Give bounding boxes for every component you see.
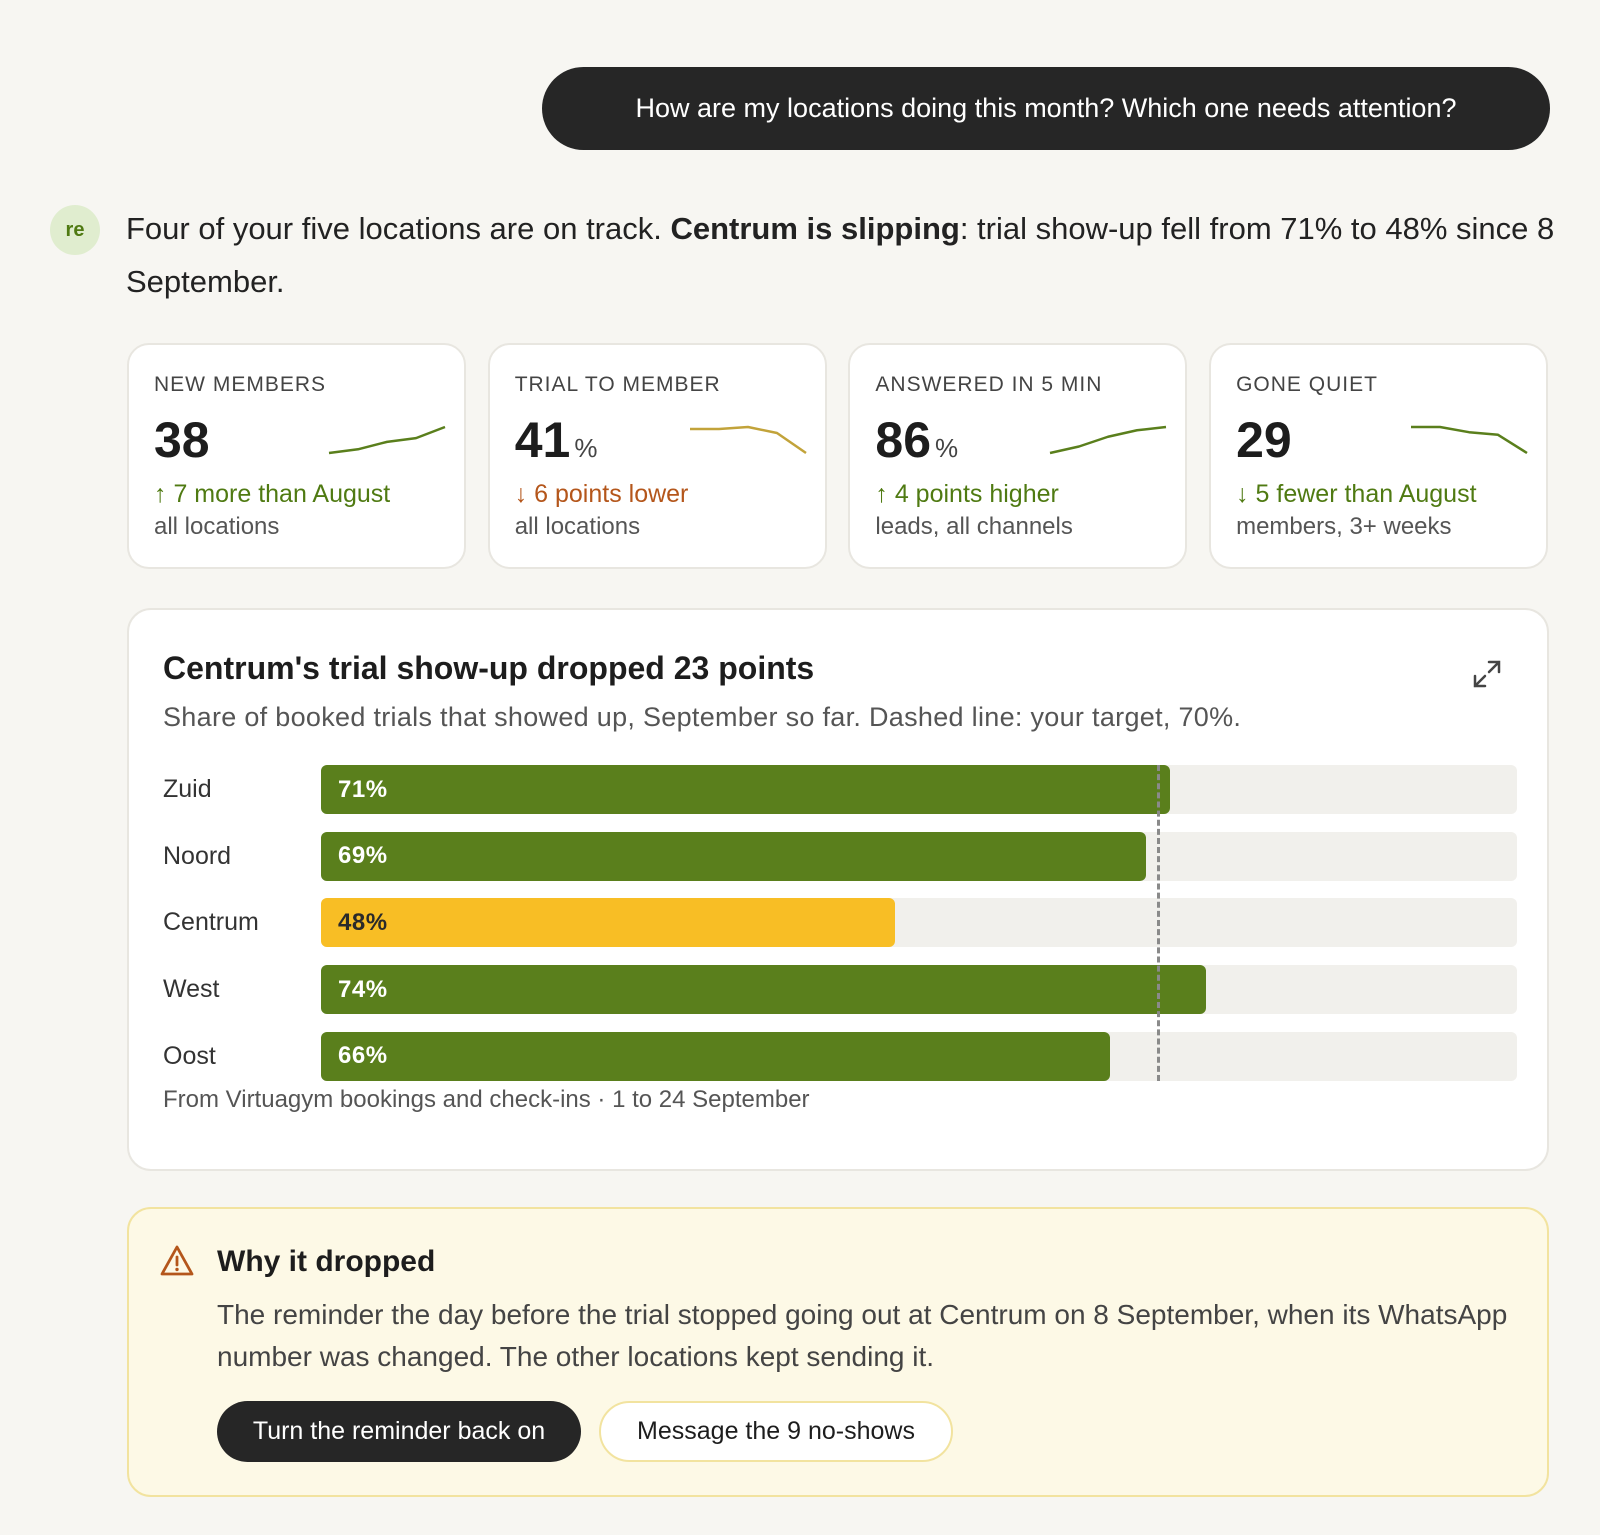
- answer-text: : trial show-up fell from 71% to 48% sin…: [126, 211, 1555, 299]
- bar: 69%: [321, 831, 1147, 881]
- kpi-number: 86: [875, 412, 932, 468]
- sparkline: [328, 425, 446, 455]
- bar-track: 69%: [321, 831, 1517, 881]
- assistant-answer: Four of your five locations are on track…: [126, 202, 1556, 308]
- bar: 74%: [321, 965, 1207, 1015]
- sparkline-line: [328, 425, 446, 455]
- sparkline: [689, 425, 807, 455]
- category-label: Oost: [163, 1041, 216, 1070]
- category-label: Noord: [163, 841, 232, 870]
- answer-text: Four of your five locations are on track…: [126, 211, 671, 246]
- kpi-change: ↓ 5 fewer than August: [1236, 480, 1477, 508]
- value-label: 48%: [338, 908, 388, 936]
- callout: Why it dropped The reminder the day befo…: [127, 1207, 1549, 1497]
- kpi-note: members, 3+ weeks: [1236, 513, 1452, 540]
- kpi-label: ANSWERED IN 5 MIN: [875, 373, 1103, 396]
- user-message: How are my locations doing this month? W…: [542, 67, 1550, 150]
- kpi-value: 86%: [875, 411, 958, 469]
- kpi-note: leads, all channels: [875, 513, 1073, 540]
- kpi-value: 38: [154, 411, 210, 469]
- bar-track: 71%: [321, 765, 1517, 814]
- warning-icon: [160, 1245, 194, 1276]
- sparkline-line: [689, 425, 807, 455]
- expand-icon[interactable]: [1471, 658, 1503, 690]
- primary-button[interactable]: Turn the reminder back on: [217, 1401, 581, 1462]
- kpi-card: TRIAL TO MEMBER 41% ↓ 6 points lower all lo…: [487, 343, 827, 569]
- category-label: West: [163, 975, 220, 1004]
- sparkline: [1411, 425, 1528, 455]
- value-label: 66%: [338, 1042, 388, 1070]
- chart-subtitle: Share of booked trials that showed up, S…: [163, 702, 1242, 732]
- value-label: 74%: [338, 975, 388, 1003]
- assistant-avatar: re: [50, 205, 100, 255]
- kpi-value: 41%: [515, 411, 598, 469]
- kpi-change: ↓ 6 points lower: [514, 480, 689, 508]
- target-line: [1156, 765, 1160, 1081]
- kpi-card: GONE QUIET 29 ↓ 5 fewer than August members…: [1209, 343, 1549, 569]
- callout-title: Why it dropped: [217, 1245, 436, 1278]
- value-label: 69%: [338, 842, 388, 870]
- category-label: Centrum: [163, 908, 259, 937]
- kpi-card: NEW MEMBERS 38 ↑ 7 more than August all loc…: [127, 343, 466, 569]
- bar-track: 74%: [321, 965, 1517, 1015]
- kpi-number: 38: [154, 412, 210, 468]
- category-label: Zuid: [163, 775, 212, 803]
- value-label: 71%: [338, 775, 388, 803]
- bar-track: 66%: [321, 1031, 1517, 1081]
- sparkline-line: [1050, 425, 1167, 455]
- answer-emphasis: Centrum is slipping: [670, 211, 960, 246]
- bar: 48%: [321, 898, 896, 948]
- bar-track: 48%: [321, 898, 1517, 948]
- chart-source: From Virtuagym bookings and check-ins · …: [163, 1086, 810, 1113]
- kpi-label: GONE QUIET: [1236, 373, 1378, 396]
- callout-body: The reminder the day before the trial st…: [217, 1299, 1508, 1372]
- kpi-label: TRIAL TO MEMBER: [514, 373, 721, 396]
- sparkline-line: [1411, 425, 1528, 455]
- secondary-button[interactable]: Message the 9 no-shows: [599, 1401, 953, 1462]
- kpi-note: all locations: [514, 513, 641, 540]
- kpi-change: ↑ 4 points higher: [875, 480, 1059, 508]
- kpi-card: ANSWERED IN 5 MIN 86% ↑ 4 points higher lea…: [848, 343, 1188, 569]
- chart-card: Centrum's trial show-up dropped 23 point…: [127, 608, 1549, 1171]
- kpi-change: ↑ 7 more than August: [154, 480, 391, 508]
- kpi-value: 29: [1236, 411, 1292, 469]
- kpi-unit: %: [935, 433, 959, 463]
- kpi-number: 41: [514, 412, 571, 468]
- kpi-label: NEW MEMBERS: [154, 373, 327, 396]
- bar: 71%: [321, 765, 1171, 814]
- sparkline: [1050, 425, 1167, 455]
- kpi-number: 29: [1236, 412, 1292, 468]
- bar: 66%: [321, 1031, 1111, 1081]
- kpi-note: all locations: [154, 513, 280, 540]
- kpi-unit: %: [574, 433, 598, 463]
- chart-title: Centrum's trial show-up dropped 23 point…: [163, 650, 815, 686]
